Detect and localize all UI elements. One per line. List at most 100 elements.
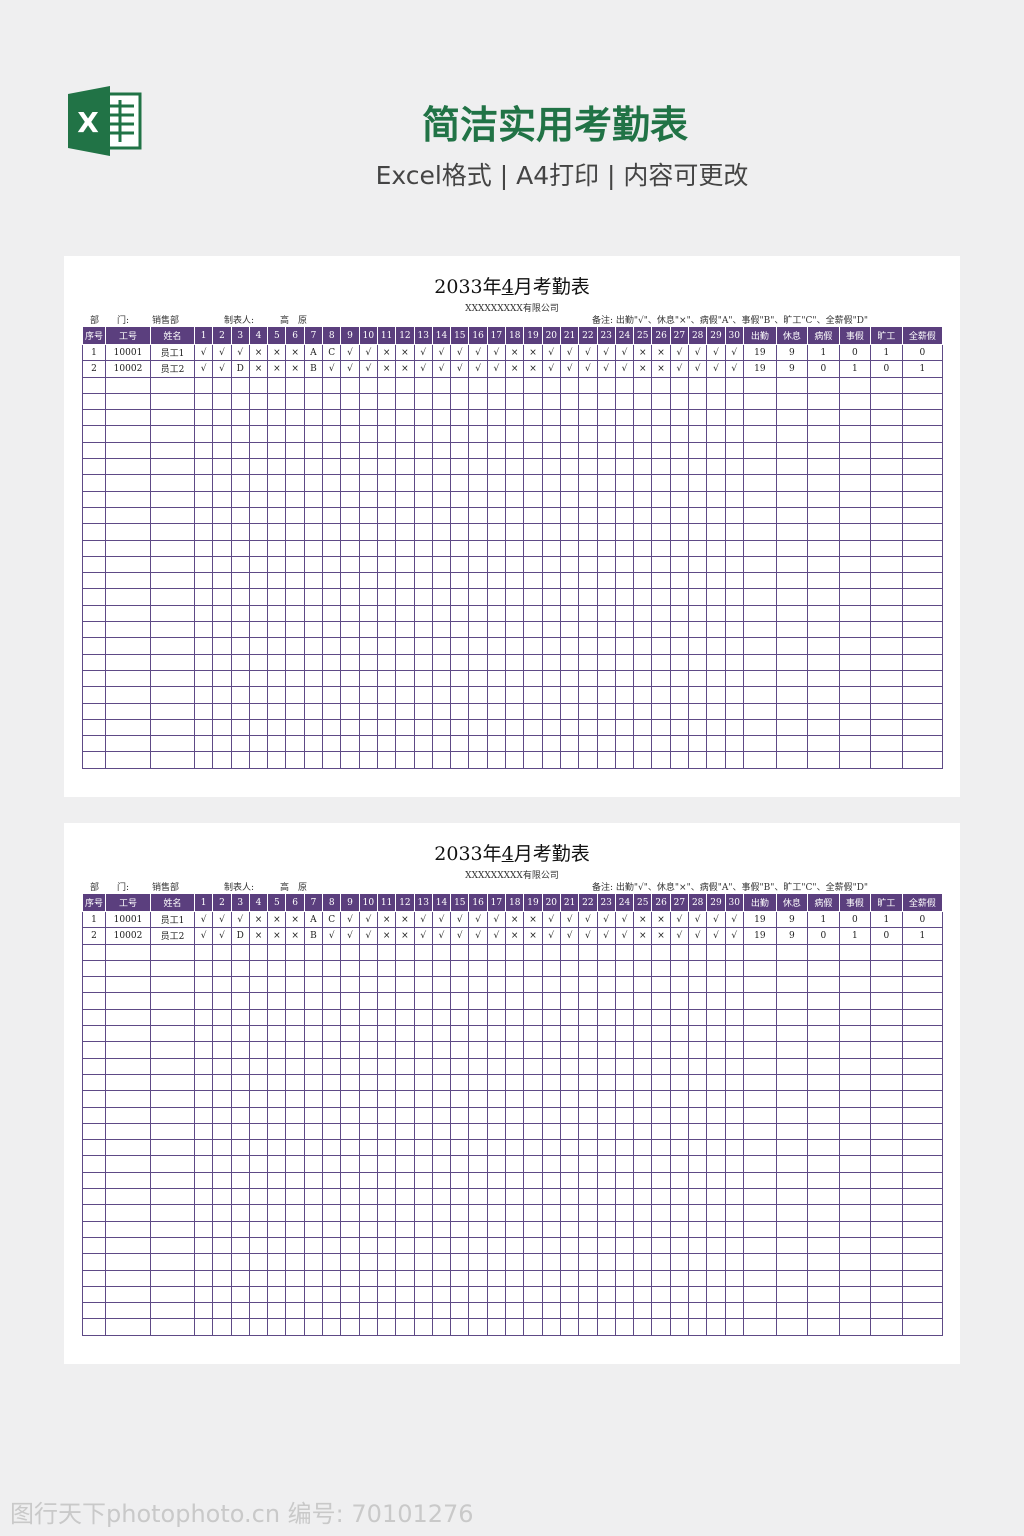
table-cell[interactable] (303, 1106, 324, 1124)
table-cell[interactable] (486, 425, 507, 443)
table-cell[interactable] (614, 1302, 635, 1320)
table-cell[interactable] (706, 425, 726, 443)
table-cell[interactable] (285, 425, 305, 443)
table-cell[interactable] (267, 1171, 287, 1190)
table-cell[interactable] (230, 1041, 250, 1059)
table-cell[interactable] (742, 506, 777, 525)
table-cell[interactable] (413, 572, 433, 590)
table-cell[interactable] (486, 458, 507, 476)
table-cell[interactable] (505, 943, 525, 961)
table-cell[interactable] (212, 718, 232, 737)
table-cell[interactable] (303, 943, 324, 961)
table-cell[interactable] (395, 409, 415, 427)
table-cell[interactable] (285, 572, 305, 590)
table-cell[interactable] (303, 409, 324, 427)
table-cell[interactable] (775, 1171, 808, 1190)
table-cell[interactable] (869, 621, 903, 639)
table-cell[interactable] (806, 702, 840, 720)
table-cell[interactable]: × (285, 910, 305, 929)
table-cell[interactable] (596, 539, 616, 557)
table-cell[interactable]: √ (578, 910, 598, 929)
table-cell[interactable] (413, 943, 433, 961)
table-cell[interactable] (505, 409, 525, 427)
table-cell[interactable] (578, 1008, 598, 1027)
table-cell[interactable] (450, 1188, 470, 1206)
table-cell[interactable] (838, 1090, 871, 1108)
table-cell[interactable] (230, 1204, 250, 1222)
table-cell[interactable] (651, 1171, 671, 1190)
table-cell[interactable] (486, 669, 507, 688)
table-cell[interactable] (303, 1041, 324, 1059)
table-cell[interactable] (901, 1073, 943, 1092)
table-cell[interactable] (358, 555, 378, 574)
table-cell[interactable] (193, 588, 214, 606)
table-cell[interactable] (413, 718, 433, 737)
table-cell[interactable] (614, 1090, 635, 1108)
table-cell[interactable] (724, 1188, 744, 1206)
table-cell[interactable] (450, 441, 470, 460)
table-cell[interactable] (267, 1253, 287, 1271)
table-cell[interactable] (541, 653, 561, 671)
table-cell[interactable] (212, 474, 232, 492)
table-cell[interactable] (340, 1285, 360, 1304)
table-cell[interactable] (869, 653, 903, 671)
table-cell[interactable] (431, 1155, 452, 1173)
table-cell[interactable]: √ (486, 343, 507, 362)
table-cell[interactable]: √ (559, 927, 580, 945)
table-cell[interactable] (742, 1285, 777, 1304)
table-cell[interactable] (838, 555, 871, 574)
table-cell[interactable]: √ (468, 343, 488, 362)
table-cell[interactable] (285, 490, 305, 508)
table-cell[interactable]: 1 (869, 910, 903, 929)
table-cell[interactable] (82, 1090, 106, 1108)
table-cell[interactable] (775, 1285, 808, 1304)
table-cell[interactable] (267, 1139, 287, 1157)
table-cell[interactable]: √ (688, 910, 708, 929)
table-cell[interactable] (193, 976, 214, 994)
table-cell[interactable] (340, 976, 360, 994)
table-cell[interactable] (614, 718, 635, 737)
table-cell[interactable] (869, 506, 903, 525)
table-cell[interactable] (340, 1139, 360, 1157)
table-cell[interactable] (248, 1220, 269, 1238)
table-cell[interactable] (523, 686, 543, 704)
table-cell[interactable] (230, 523, 250, 541)
table-cell[interactable] (267, 604, 287, 623)
table-cell[interactable] (431, 474, 452, 492)
table-cell[interactable] (450, 539, 470, 557)
table-cell[interactable] (806, 735, 840, 753)
table-cell[interactable] (559, 735, 580, 753)
table-cell[interactable] (706, 943, 726, 961)
table-cell[interactable] (82, 1285, 106, 1304)
table-cell[interactable] (450, 425, 470, 443)
table-cell[interactable] (450, 976, 470, 994)
table-cell[interactable] (450, 376, 470, 394)
table-cell[interactable] (468, 555, 488, 574)
table-cell[interactable]: √ (706, 360, 726, 378)
table-cell[interactable] (150, 1106, 195, 1124)
table-cell[interactable] (775, 943, 808, 961)
table-cell[interactable] (742, 1220, 777, 1238)
table-cell[interactable] (596, 555, 616, 574)
table-cell[interactable] (775, 1188, 808, 1206)
table-cell[interactable] (248, 1302, 269, 1320)
table-cell[interactable] (742, 572, 777, 590)
table-cell[interactable]: √ (614, 927, 635, 945)
table-cell[interactable] (431, 458, 452, 476)
table-cell[interactable] (413, 1073, 433, 1092)
table-cell[interactable] (395, 539, 415, 557)
table-cell[interactable] (523, 555, 543, 574)
table-cell[interactable] (633, 621, 653, 639)
table-cell[interactable] (431, 735, 452, 753)
table-cell[interactable] (230, 1090, 250, 1108)
table-cell[interactable] (358, 1090, 378, 1108)
table-cell[interactable] (688, 735, 708, 753)
table-cell[interactable]: √ (706, 927, 726, 945)
table-cell[interactable] (212, 943, 232, 961)
table-cell[interactable] (267, 1155, 287, 1173)
table-cell[interactable] (212, 1041, 232, 1059)
table-cell[interactable] (105, 653, 151, 671)
table-cell[interactable] (450, 1041, 470, 1059)
table-cell[interactable] (395, 490, 415, 508)
table-cell[interactable] (340, 1155, 360, 1173)
